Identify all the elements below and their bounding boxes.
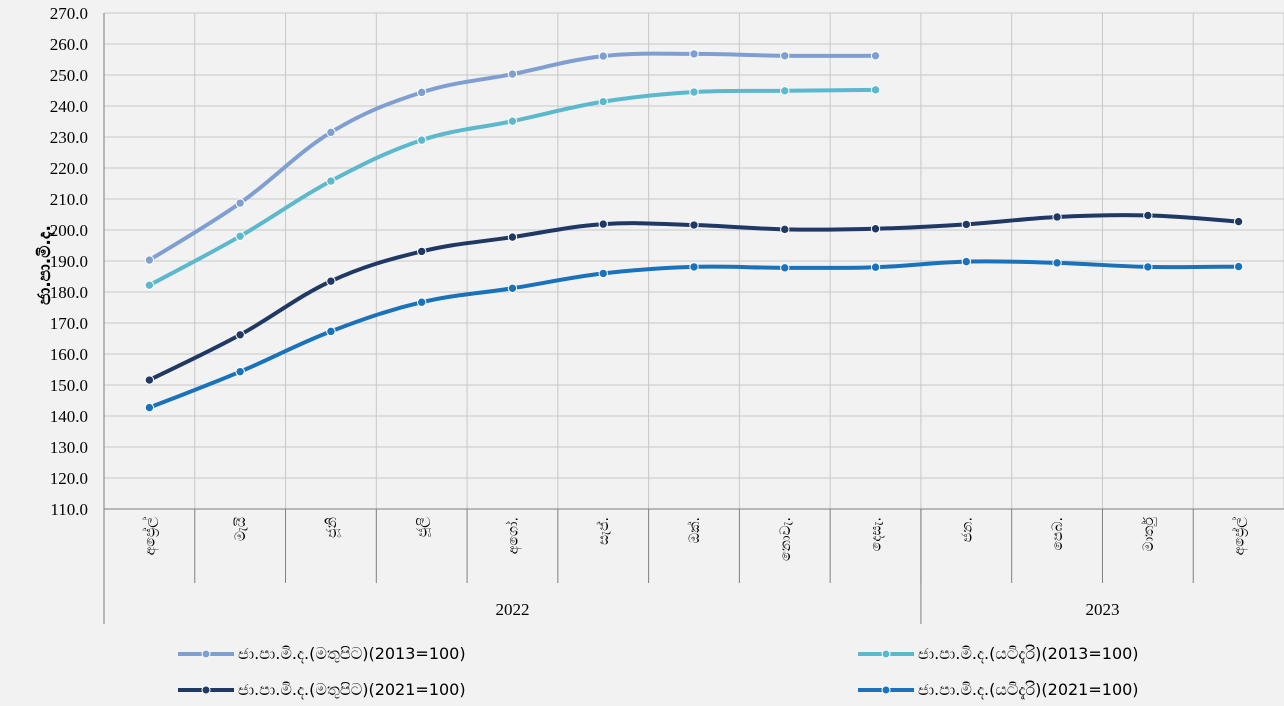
data-point-series-3 bbox=[1052, 212, 1062, 222]
x-category-label: පෙබ. bbox=[1050, 517, 1066, 550]
data-point-series-1 bbox=[598, 51, 608, 61]
legend-label-2: ජා.පා.මි.ද.(යටිදැරි)(2013=100) bbox=[918, 644, 1139, 663]
x-category-label: දෙසැ. bbox=[869, 517, 885, 551]
data-point-series-2 bbox=[689, 87, 699, 97]
legend-swatch-3 bbox=[178, 685, 234, 695]
y-tick-label: 210.0 bbox=[50, 190, 88, 209]
x-category-label: ජන. bbox=[959, 517, 975, 542]
data-point-series-2 bbox=[326, 176, 336, 186]
data-point-series-3 bbox=[870, 224, 881, 234]
data-point-series-4 bbox=[1143, 262, 1153, 272]
y-axis-ticks: 110.0 120.0 130.0 140.0 150.0 160.0 170.0 180.0… bbox=[50, 4, 88, 519]
x-category-label: අප්‍රේල් bbox=[142, 517, 159, 556]
data-point-series-2 bbox=[598, 96, 608, 107]
data-point-series-3 bbox=[416, 246, 427, 257]
data-point-series-4 bbox=[780, 263, 790, 273]
x-category-label: ජූනි bbox=[324, 517, 341, 538]
series-line-3 bbox=[148, 213, 1239, 382]
data-point-series-4 bbox=[144, 402, 155, 413]
data-point-series-2 bbox=[416, 135, 427, 145]
y-tick-label: 150.0 bbox=[50, 376, 88, 395]
year-label: 2022 bbox=[495, 600, 529, 619]
y-tick-label: 230.0 bbox=[50, 128, 88, 147]
legend-item-1: ජා.පා.මි.ද.(මතුපිට)(2013=100) bbox=[178, 644, 466, 664]
data-point-series-1 bbox=[235, 198, 245, 208]
data-point-series-3 bbox=[507, 232, 518, 242]
x-category-label: මාර්තු bbox=[1141, 516, 1157, 551]
data-point-series-4 bbox=[870, 262, 881, 272]
y-tick-label: 190.0 bbox=[50, 252, 88, 271]
y-axis-label: ජා.පා.මි.ද. bbox=[35, 225, 56, 305]
x-category-label: ඔක්. bbox=[687, 517, 703, 543]
data-point-series-3 bbox=[1233, 216, 1244, 227]
data-point-series-3 bbox=[689, 220, 699, 230]
data-point-series-4 bbox=[326, 326, 336, 337]
legend-swatch-1 bbox=[178, 649, 234, 659]
data-point-series-1 bbox=[144, 255, 155, 265]
data-series bbox=[144, 49, 1244, 413]
x-category-label: මැයි bbox=[233, 516, 249, 541]
data-point-series-3 bbox=[144, 375, 155, 385]
data-point-series-4 bbox=[416, 297, 427, 307]
legend-label-1: ජා.පා.මි.ද.(මතුපිට)(2013=100) bbox=[238, 644, 466, 663]
x-category-label: සැප්. bbox=[596, 517, 612, 545]
legend-item-2: ජා.පා.මි.ද.(යටිදැරි)(2013=100) bbox=[858, 644, 1139, 664]
data-point-series-1 bbox=[416, 87, 427, 98]
y-tick-label: 220.0 bbox=[50, 159, 88, 178]
y-tick-label: 160.0 bbox=[50, 345, 88, 364]
data-point-series-1 bbox=[326, 127, 336, 138]
data-point-series-3 bbox=[961, 219, 972, 230]
y-tick-label: 130.0 bbox=[50, 438, 88, 457]
x-category-label: නොවැ. bbox=[778, 517, 794, 561]
data-point-series-3 bbox=[326, 276, 336, 286]
y-tick-label: 240.0 bbox=[50, 97, 88, 116]
data-point-series-4 bbox=[235, 366, 245, 377]
x-category-label: අප්‍රේල් bbox=[1231, 517, 1248, 556]
data-point-series-2 bbox=[507, 116, 518, 126]
y-tick-label: 120.0 bbox=[50, 469, 88, 488]
y-tick-label: 260.0 bbox=[50, 35, 88, 54]
data-point-series-1 bbox=[870, 51, 881, 61]
data-point-series-4 bbox=[1052, 258, 1062, 268]
data-point-series-1 bbox=[689, 49, 699, 59]
data-point-series-2 bbox=[780, 86, 790, 96]
data-point-series-1 bbox=[780, 51, 790, 61]
legend-swatch-2 bbox=[858, 649, 914, 659]
data-point-series-3 bbox=[780, 224, 790, 235]
y-tick-label: 270.0 bbox=[50, 4, 88, 23]
y-tick-label: 110.0 bbox=[50, 500, 88, 519]
y-tick-label: 170.0 bbox=[50, 314, 88, 333]
legend-label-3: ජා.පා.මි.ද.(මතුපිට)(2021=100) bbox=[238, 680, 466, 699]
y-tick-label: 140.0 bbox=[50, 407, 88, 426]
data-point-series-4 bbox=[507, 283, 518, 293]
series-line-4 bbox=[148, 259, 1239, 410]
data-point-series-2 bbox=[870, 85, 881, 95]
data-point-series-1 bbox=[507, 69, 518, 79]
data-point-series-4 bbox=[598, 268, 608, 279]
data-point-series-3 bbox=[598, 219, 608, 229]
x-category-label: අගෝ. bbox=[505, 517, 522, 554]
legend-label-4: ජා.පා.මි.ද.(යටිදැරි)(2021=100) bbox=[918, 680, 1139, 699]
year-label: 2023 bbox=[1085, 600, 1119, 619]
y-tick-label: 250.0 bbox=[50, 66, 88, 85]
legend-item-3: ජා.පා.මි.ද.(මතුපිට)(2021=100) bbox=[178, 680, 466, 700]
x-axis-categories: අප්‍රේල් මැයි ජූනි ජූලි අගෝ. සැප්. ඔක්. නොවැ. දෙ… bbox=[142, 516, 1248, 619]
y-tick-label: 180.0 bbox=[50, 283, 88, 302]
data-point-series-3 bbox=[1143, 210, 1153, 221]
legend-swatch-4 bbox=[858, 685, 914, 695]
data-point-series-2 bbox=[235, 231, 245, 241]
data-point-series-4 bbox=[1233, 261, 1244, 272]
legend-item-4: ජා.පා.මි.ද.(යටිදැරි)(2021=100) bbox=[858, 680, 1139, 700]
y-tick-label: 200.0 bbox=[50, 221, 88, 240]
data-point-series-4 bbox=[689, 262, 699, 272]
data-point-series-2 bbox=[144, 280, 155, 290]
x-category-label: ජූලි bbox=[415, 517, 432, 537]
data-point-series-3 bbox=[235, 330, 245, 340]
data-point-series-4 bbox=[961, 256, 972, 267]
